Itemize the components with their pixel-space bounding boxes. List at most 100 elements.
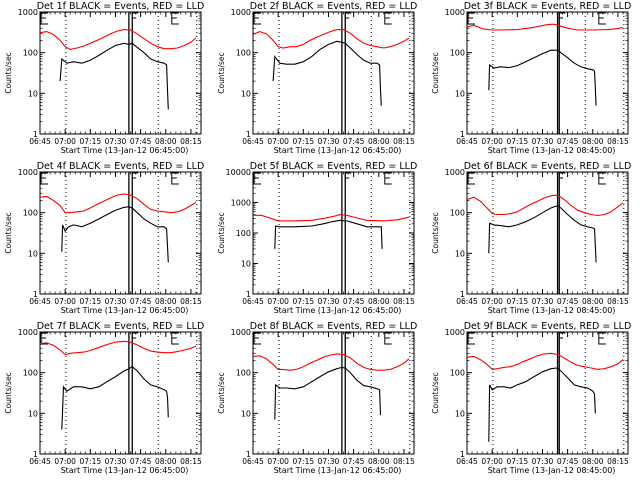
plot-frame [252, 331, 415, 455]
lld-series-line [39, 193, 197, 214]
x-tick-label: 07:45 [130, 137, 152, 146]
y-tick-label: 1 [246, 450, 251, 459]
y-tick-label: 1000 [231, 199, 251, 208]
panel-title: Det 7f BLACK = Events, RED = LLD [37, 321, 205, 332]
eclipse-marker-E [467, 172, 475, 185]
panel-title: Det 9f BLACK = Events, RED = LLD [464, 321, 632, 332]
events-series-line [488, 204, 597, 263]
x-tick-label: 07:15 [80, 297, 102, 306]
y-tick-label: 1000 [445, 8, 465, 17]
eclipse-marker-E [171, 172, 179, 185]
y-tick-label: 100 [450, 49, 465, 58]
events-series-line [274, 366, 382, 420]
detector-panel-3f: Det 3f BLACK = Events, RED = LLD 1 10 100 10… [431, 1, 631, 155]
y-tick-label: 10 [241, 260, 251, 269]
x-tick-label: 07:15 [293, 137, 315, 146]
y-tick-label: 1 [33, 290, 38, 299]
eclipse-marker-E [171, 332, 179, 345]
x-tick-label: 08:00 [368, 297, 390, 306]
detector-panel-1f: Det 1f BLACK = Events, RED = LLD 1 10 100 10… [4, 1, 204, 155]
x-tick-label: 07:45 [343, 137, 365, 146]
x-tick-label: 07:30 [105, 457, 127, 466]
y-tick-label: 1000 [18, 8, 38, 17]
x-tick-label: 07:30 [532, 457, 554, 466]
y-tick-label: 1 [460, 130, 465, 139]
x-tick-label: 06:45 [456, 457, 478, 466]
y-axis-label: Counts/sec [4, 52, 13, 93]
y-tick-label: 1000 [231, 8, 251, 17]
y-tick-label: 1 [246, 290, 251, 299]
x-tick-label: 07:30 [532, 137, 554, 146]
x-tick-label: 08:15 [393, 297, 415, 306]
x-tick-label: 07:15 [293, 297, 315, 306]
x-tick-label: 07:30 [532, 297, 554, 306]
flare-marker-F [559, 172, 566, 179]
x-tick-label: 07:15 [293, 457, 315, 466]
eclipse-marker-E [384, 332, 392, 345]
x-tick-label: 07:45 [343, 297, 365, 306]
eclipse-marker-E [253, 332, 261, 345]
y-axis-label: Counts/sec [431, 372, 440, 413]
y-tick-label: 1 [460, 290, 465, 299]
eclipse-marker-E [40, 12, 48, 25]
eclipse-marker-E [253, 12, 261, 25]
y-tick-label: 10 [455, 89, 465, 98]
x-tick-label: 07:00 [267, 297, 289, 306]
plot-frame [39, 171, 202, 295]
x-tick-label: 07:00 [481, 137, 503, 146]
x-axis-label: Start Time (13-Jan-12 06:45:00) [61, 306, 189, 315]
panel-title: Det 2f BLACK = Events, RED = LLD [250, 1, 418, 12]
lld-series-line [39, 340, 197, 356]
y-axis-label: Counts/sec [4, 212, 13, 253]
x-tick-label: 07:45 [557, 457, 579, 466]
x-tick-label: 08:15 [180, 137, 202, 146]
y-tick-label: 100 [23, 209, 38, 218]
x-tick-label: 07:00 [54, 297, 76, 306]
y-tick-label: 100 [450, 209, 465, 218]
y-axis-label: Counts/sec [431, 212, 440, 253]
eclipse-marker-E [40, 332, 48, 345]
x-tick-label: 06:45 [242, 137, 264, 146]
flare-marker-F [559, 332, 566, 339]
x-tick-label: 06:45 [29, 457, 51, 466]
panel-title: Det 3f BLACK = Events, RED = LLD [464, 1, 632, 12]
detector-panel-2f: Det 2f BLACK = Events, RED = LLD 1 10 100 10… [217, 1, 417, 155]
eclipse-marker-E [598, 332, 606, 345]
x-tick-label: 08:15 [607, 297, 629, 306]
eclipse-marker-E [467, 12, 475, 25]
x-tick-label: 08:00 [582, 137, 604, 146]
x-tick-label: 08:00 [155, 137, 177, 146]
x-axis-label: Start Time (13-Jan-12 08:45:00) [488, 306, 616, 315]
flare-marker-F [345, 332, 352, 339]
y-tick-label: 100 [236, 49, 251, 58]
x-tick-label: 06:45 [29, 297, 51, 306]
eclipse-marker-E [598, 172, 606, 185]
lld-series-line [466, 194, 624, 217]
events-series-line [488, 49, 597, 106]
y-tick-label: 1000 [231, 328, 251, 337]
x-tick-label: 07:45 [557, 137, 579, 146]
flare-marker-F [345, 172, 352, 179]
x-tick-label: 06:45 [242, 457, 264, 466]
y-tick-label: 1000 [18, 168, 38, 177]
x-axis-label: Start Time (13-Jan-12 06:45:00) [274, 146, 402, 155]
y-tick-label: 100 [23, 49, 38, 58]
x-tick-label: 07:00 [267, 137, 289, 146]
events-series-line [488, 367, 596, 442]
x-tick-label: 06:45 [29, 137, 51, 146]
flare-marker-F [132, 12, 139, 19]
detector-panel-6f: Det 6f BLACK = Events, RED = LLD 1 10 100 10… [431, 161, 631, 315]
y-axis-label: Counts/sec [217, 52, 226, 93]
panel-title: Det 6f BLACK = Events, RED = LLD [464, 161, 632, 172]
y-tick-label: 100 [450, 369, 465, 378]
y-tick-label: 10 [28, 249, 38, 258]
y-tick-label: 1000 [445, 328, 465, 337]
x-tick-label: 07:00 [481, 457, 503, 466]
lld-series-line [252, 353, 410, 371]
x-tick-label: 08:00 [368, 137, 390, 146]
y-tick-label: 1000 [445, 168, 465, 177]
x-tick-label: 07:00 [54, 457, 76, 466]
y-tick-label: 10 [28, 409, 38, 418]
y-axis-label: Counts/sec [217, 372, 226, 413]
x-tick-label: 07:15 [507, 457, 529, 466]
